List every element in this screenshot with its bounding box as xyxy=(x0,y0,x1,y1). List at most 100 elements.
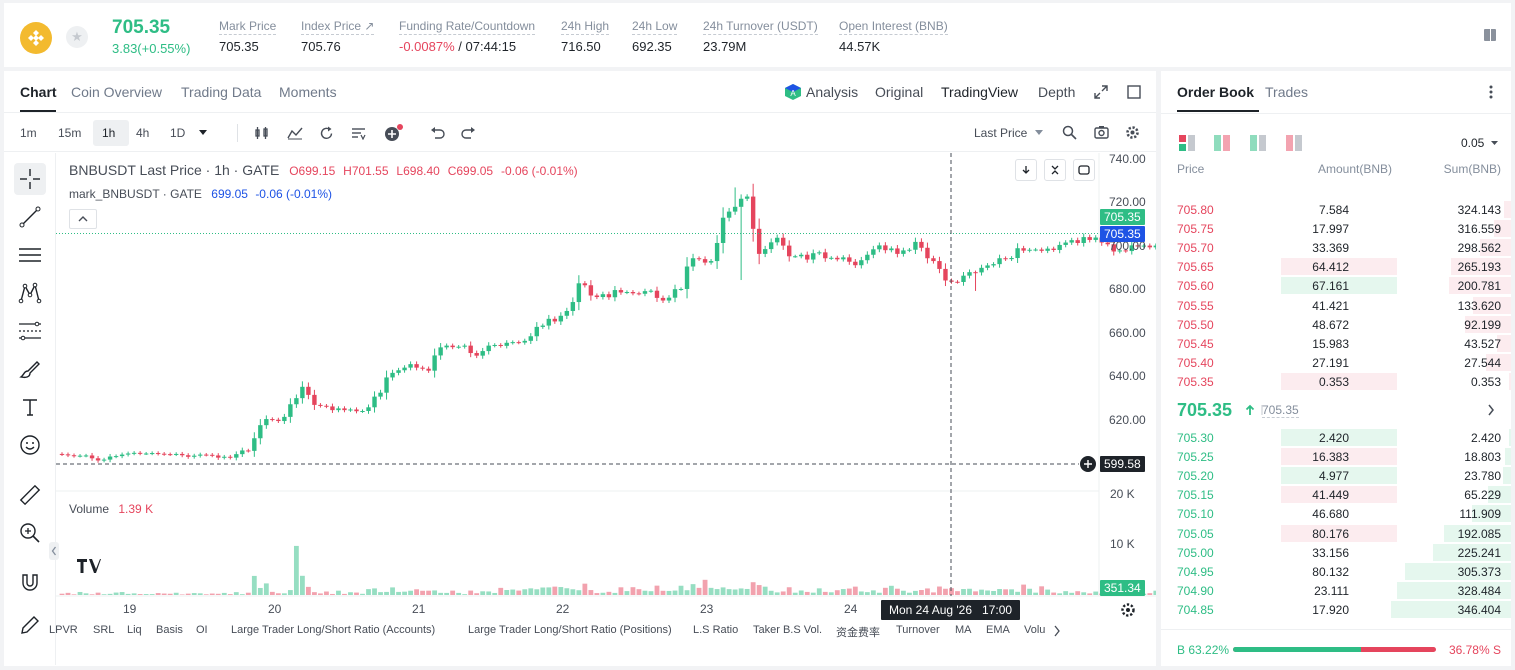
view-analysis[interactable]: Analysis xyxy=(806,84,859,100)
indicator-large-trader-accounts[interactable]: Large Trader Long/Short Ratio (Accounts) xyxy=(231,624,436,636)
indicator-ls-ratio[interactable]: L.S Ratio xyxy=(693,624,739,636)
more-icon[interactable] xyxy=(1489,85,1493,99)
indicator-large-trader-positions[interactable]: Large Trader Long/Short Ratio (Positions… xyxy=(468,624,672,636)
indicator-srl[interactable]: SRL xyxy=(93,624,115,636)
favorite-star-icon[interactable]: ★ xyxy=(66,26,88,48)
maximize-pane-button[interactable] xyxy=(1073,159,1095,181)
add-alert-icon[interactable] xyxy=(383,123,405,143)
timeframe-4h[interactable]: 4h xyxy=(136,126,150,140)
view-depth[interactable]: Depth xyxy=(1038,84,1076,100)
chevron-down-icon[interactable] xyxy=(1491,141,1498,146)
indicator-basis[interactable]: Basis xyxy=(156,624,183,636)
collapse-pane-button[interactable] xyxy=(1044,159,1066,181)
crosshair-tool[interactable] xyxy=(14,163,46,195)
window-icon[interactable] xyxy=(1127,85,1141,99)
bid-row[interactable]: 705.25 16.383 18.803 xyxy=(1161,447,1511,466)
text-tool[interactable] xyxy=(14,391,46,423)
chevron-right-icon[interactable] xyxy=(1487,404,1495,416)
ask-row[interactable]: 705.55 41.421 133.620 xyxy=(1161,296,1511,315)
tab-chart[interactable]: Chart xyxy=(20,84,57,100)
candles-icon[interactable] xyxy=(254,126,270,140)
precision-select[interactable]: 0.05 xyxy=(1461,136,1485,150)
indicator-turnover[interactable]: Turnover xyxy=(896,624,940,636)
price-source-select[interactable]: Last Price xyxy=(974,126,1028,140)
view-original[interactable]: Original xyxy=(875,84,924,100)
book-both-icon[interactable] xyxy=(1179,135,1195,151)
add-order-icon[interactable] xyxy=(1079,455,1097,473)
book-split-icon[interactable] xyxy=(1214,135,1230,151)
magnet-tool[interactable] xyxy=(14,567,46,599)
indicator-liq[interactable]: Liq xyxy=(127,624,142,636)
replay-icon[interactable] xyxy=(319,126,334,141)
book-icon[interactable] xyxy=(1483,28,1497,42)
tab-coin-overview[interactable]: Coin Overview xyxy=(71,84,163,100)
index-price-stat[interactable]: Index Price ↗ 705.76 xyxy=(301,19,375,54)
bid-row[interactable]: 704.90 23.111 328.484 xyxy=(1161,581,1511,600)
timeframe-1h[interactable]: 1h xyxy=(102,126,116,140)
indicator-ma[interactable]: MA xyxy=(955,624,972,636)
book-asks-icon[interactable] xyxy=(1286,135,1302,151)
redo-icon[interactable] xyxy=(461,126,476,140)
volume-bar xyxy=(618,587,624,595)
scroll-down-button[interactable] xyxy=(1015,159,1037,181)
indicator-oi[interactable]: OI xyxy=(196,624,208,636)
timeframe-1m[interactable]: 1m xyxy=(20,126,37,140)
search-icon[interactable] xyxy=(1062,125,1077,140)
fullscreen-icon[interactable] xyxy=(1094,85,1108,99)
collapse-legend-button[interactable] xyxy=(69,209,97,229)
ask-row[interactable]: 705.80 7.584 324.143 xyxy=(1161,200,1511,219)
chevron-right-icon[interactable] xyxy=(1053,625,1061,637)
tab-trades[interactable]: Trades xyxy=(1265,84,1309,100)
ask-row[interactable]: 705.70 33.369 298.562 xyxy=(1161,238,1511,257)
indicator-ema[interactable]: EMA xyxy=(986,624,1010,636)
indicator-funding-rate[interactable]: 资金费率 xyxy=(836,627,880,639)
chevron-down-icon[interactable] xyxy=(1035,130,1043,136)
emoji-tool[interactable] xyxy=(14,429,46,461)
indicator-taker-vol[interactable]: Taker B.S Vol. xyxy=(753,624,823,636)
tab-trading-data[interactable]: Trading Data xyxy=(181,84,262,100)
ask-row[interactable]: 705.65 64.412 265.193 xyxy=(1161,257,1511,276)
bid-row[interactable]: 705.10 46.680 111.909 xyxy=(1161,504,1511,523)
brush-tool[interactable] xyxy=(14,353,46,385)
bid-row[interactable]: 705.00 33.156 225.241 xyxy=(1161,543,1511,562)
settings-icon[interactable] xyxy=(1120,602,1136,618)
tab-moments[interactable]: Moments xyxy=(279,84,337,100)
ask-row[interactable]: 705.50 48.672 92.199 xyxy=(1161,315,1511,334)
volume-bar xyxy=(1027,588,1033,595)
bid-row[interactable]: 705.30 2.420 2.420 xyxy=(1161,428,1511,447)
fib-tool[interactable] xyxy=(14,315,46,347)
timeframe-15m[interactable]: 15m xyxy=(58,126,82,140)
trend-line-tool[interactable] xyxy=(14,201,46,233)
bid-row[interactable]: 705.20 4.977 23.780 xyxy=(1161,466,1511,485)
indicator-lpvr[interactable]: LPVR xyxy=(49,624,78,636)
indicator-volume[interactable]: Volu xyxy=(1024,624,1046,636)
timeframe-1d[interactable]: 1D xyxy=(170,126,186,140)
book-bids-icon[interactable] xyxy=(1250,135,1266,151)
undo-icon[interactable] xyxy=(430,126,445,140)
chevron-down-icon[interactable] xyxy=(198,129,208,137)
horizontal-lines-tool[interactable] xyxy=(14,239,46,271)
edit-tool[interactable] xyxy=(14,609,46,641)
bid-row[interactable]: 704.85 17.920 346.404 xyxy=(1161,600,1511,619)
collapse-toolbar-icon[interactable] xyxy=(49,542,59,560)
tab-order-book[interactable]: Order Book xyxy=(1177,84,1255,100)
gear-icon[interactable] xyxy=(1125,125,1140,140)
bid-row[interactable]: 704.95 80.132 305.373 xyxy=(1161,562,1511,581)
ask-row[interactable]: 705.45 15.983 43.527 xyxy=(1161,334,1511,353)
stat-label[interactable]: Index Price ↗ xyxy=(301,19,375,35)
price-chart[interactable] xyxy=(4,71,1156,666)
ask-row[interactable]: 705.35 0.353 0.353 xyxy=(1161,372,1511,391)
ruler-tool[interactable] xyxy=(14,479,46,511)
indicators-icon[interactable] xyxy=(287,126,303,140)
ask-row[interactable]: 705.40 27.191 27.544 xyxy=(1161,353,1511,372)
zoom-tool[interactable] xyxy=(14,517,46,549)
bid-row[interactable]: 705.05 80.176 192.085 xyxy=(1161,524,1511,543)
ask-row[interactable]: 705.60 67.161 200.781 xyxy=(1161,276,1511,295)
pattern-tool[interactable] xyxy=(14,277,46,309)
bid-row[interactable]: 705.15 41.449 65.229 xyxy=(1161,485,1511,504)
camera-icon[interactable] xyxy=(1094,125,1109,139)
horizontal-lines-icon xyxy=(19,248,41,262)
view-tradingview[interactable]: TradingView xyxy=(941,84,1019,100)
templates-icon[interactable] xyxy=(351,126,366,140)
ask-row[interactable]: 705.75 17.997 316.559 xyxy=(1161,219,1511,238)
